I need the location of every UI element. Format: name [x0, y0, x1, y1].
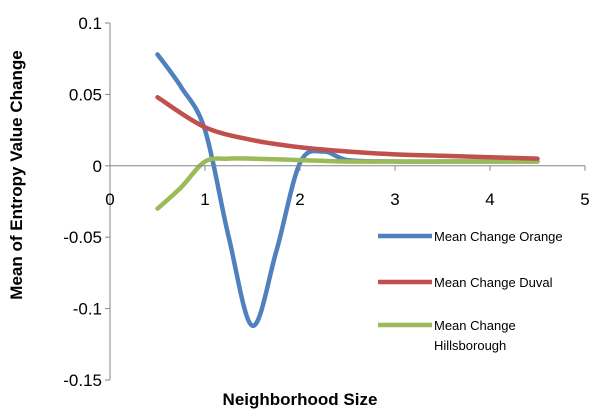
y-axis-title: Mean of Entropy Value Change: [7, 50, 26, 299]
series-line-mean-change-duval: [155, 95, 540, 161]
legend-label: Mean Change Orange: [434, 229, 563, 244]
x-axis-title: Neighborhood Size: [223, 390, 378, 409]
legend-label: Mean Change Duval: [434, 275, 553, 290]
plot-area: [155, 52, 540, 328]
y-tick-label: 0: [93, 157, 102, 176]
x-tick-label: 1: [200, 190, 209, 209]
legend-label: Mean Change: [434, 318, 516, 333]
tick-labels: 0.10.050-0.05-0.1-0.150 1 2 3 4 5: [63, 14, 589, 390]
x-tick-label: 0: [105, 190, 114, 209]
y-tick-label: -0.1: [73, 300, 102, 319]
y-tick-label: -0.15: [63, 371, 102, 390]
y-tick-label: -0.05: [63, 228, 102, 247]
x-tick-label: 3: [390, 190, 399, 209]
series-line-mean-change-hillsborough: [155, 156, 540, 211]
x-tick-label: 2: [295, 190, 304, 209]
y-tick-label: 0.1: [78, 14, 102, 33]
x-tick-label: 4: [485, 190, 494, 209]
x-tick-label: 5: [580, 190, 589, 209]
y-tick-label: 0.05: [69, 85, 102, 104]
axes: [105, 22, 586, 381]
legend: Mean Change Orange Mean Change Duval Mean …: [378, 229, 563, 353]
legend-label: Hillsborough: [434, 338, 506, 353]
